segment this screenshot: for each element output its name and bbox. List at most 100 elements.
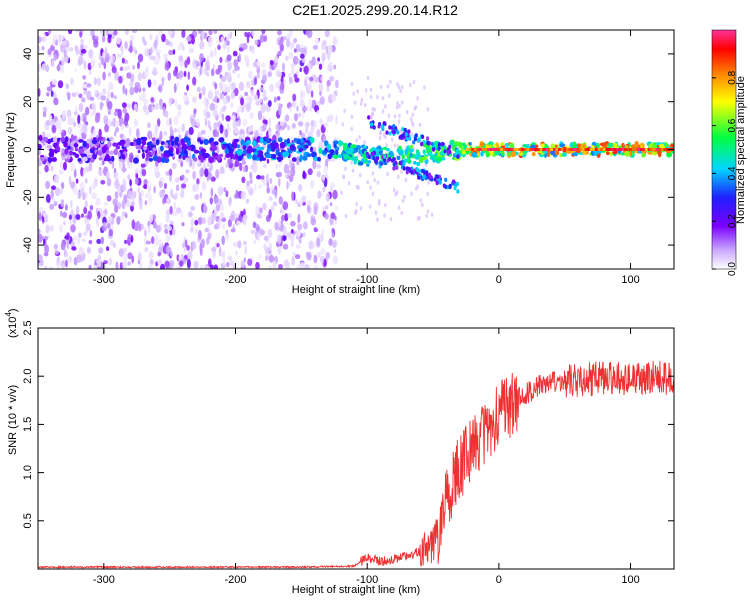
noise-speck	[152, 66, 157, 75]
noise-speck	[169, 117, 172, 126]
noise-speck	[145, 194, 148, 199]
noise-speck	[180, 183, 187, 189]
snr-y-tick-label: 2.5	[22, 320, 34, 335]
noise-speck	[144, 229, 147, 237]
noise-speck	[294, 254, 301, 259]
carrier-cell	[247, 145, 253, 153]
carrier-cell	[322, 150, 327, 154]
spectrogram-x-tick-label: 100	[621, 274, 639, 286]
noise-speck	[146, 190, 151, 197]
noise-speck	[201, 31, 205, 40]
noise-speck	[397, 205, 401, 210]
noise-speck	[38, 45, 41, 53]
noise-speck	[178, 55, 183, 62]
carrier-core-cell	[552, 148, 556, 151]
carrier-cell	[422, 149, 426, 155]
noise-speck	[299, 47, 306, 54]
branch-cell	[433, 177, 437, 182]
noise-speck	[383, 213, 386, 218]
noise-speck	[121, 102, 127, 108]
noise-speck	[195, 118, 200, 128]
noise-speck	[149, 259, 154, 266]
noise-speck	[419, 198, 423, 203]
noise-speck	[38, 36, 42, 44]
carrier-cell	[506, 152, 511, 157]
noise-speck	[308, 98, 313, 107]
noise-speck	[277, 30, 282, 36]
noise-speck	[62, 264, 65, 269]
noise-speck	[200, 129, 206, 135]
carrier-cell	[170, 140, 175, 146]
noise-speck	[82, 112, 87, 119]
noise-speck	[114, 71, 120, 81]
noise-speck	[181, 174, 185, 179]
noise-speck	[154, 237, 159, 247]
carrier-core-cell	[529, 148, 533, 151]
snr-x-tick-label: -200	[224, 574, 246, 586]
noise-speck	[114, 204, 119, 214]
noise-speck	[106, 195, 112, 202]
noise-speck	[89, 111, 94, 117]
noise-speck	[240, 97, 244, 106]
noise-speck	[363, 102, 367, 108]
noise-speck	[385, 143, 389, 148]
carrier-cell	[554, 150, 560, 156]
noise-speck	[259, 86, 264, 92]
noise-speck	[95, 112, 101, 117]
branch-cell	[388, 131, 392, 136]
noise-speck	[86, 90, 92, 101]
noise-speck	[127, 174, 131, 181]
noise-speck	[188, 153, 192, 164]
noise-speck	[106, 89, 111, 100]
noise-speck	[282, 235, 287, 242]
noise-speck	[294, 113, 298, 122]
spectrogram-y-tick-label: 0	[22, 146, 34, 152]
noise-speck	[47, 234, 51, 239]
noise-speck	[98, 62, 102, 69]
noise-speck	[137, 72, 143, 82]
noise-speck	[282, 201, 289, 211]
branch-cell	[395, 165, 399, 170]
noise-speck	[244, 164, 249, 173]
noise-speck	[50, 189, 54, 199]
noise-speck	[38, 254, 43, 261]
noise-speck	[88, 49, 94, 59]
carrier-core-cell	[605, 148, 609, 151]
carrier-cell	[436, 156, 443, 163]
noise-speck	[332, 189, 338, 200]
noise-speck	[328, 238, 333, 246]
noise-speck	[227, 255, 233, 261]
noise-speck	[208, 36, 213, 43]
noise-speck	[313, 206, 318, 216]
noise-speck	[190, 226, 194, 233]
noise-speck	[194, 219, 199, 226]
noise-speck	[137, 61, 140, 70]
noise-speck	[119, 66, 124, 72]
branch-cell	[444, 177, 448, 182]
noise-speck	[323, 165, 329, 175]
noise-speck	[126, 72, 132, 79]
noise-speck	[359, 173, 362, 178]
noise-speck	[325, 192, 331, 202]
noise-speck	[302, 106, 307, 112]
carrier-cell	[582, 143, 586, 149]
carrier-core-cell	[655, 148, 659, 151]
noise-speck	[286, 38, 290, 48]
carrier-cell	[213, 152, 218, 157]
noise-speck	[60, 241, 66, 251]
noise-speck	[350, 114, 354, 120]
carrier-cell	[508, 142, 515, 149]
noise-speck	[324, 205, 329, 210]
noise-speck	[90, 58, 96, 68]
noise-speck	[316, 171, 321, 178]
noise-speck	[388, 93, 391, 98]
carrier-cell	[229, 152, 234, 157]
noise-speck	[173, 201, 176, 211]
carrier-cell	[657, 150, 662, 158]
noise-speck	[363, 140, 366, 145]
noise-speck	[218, 218, 222, 228]
branch-cell	[402, 166, 406, 171]
carrier-core-cell	[650, 148, 654, 151]
noise-speck	[226, 72, 232, 82]
noise-speck	[221, 235, 225, 245]
